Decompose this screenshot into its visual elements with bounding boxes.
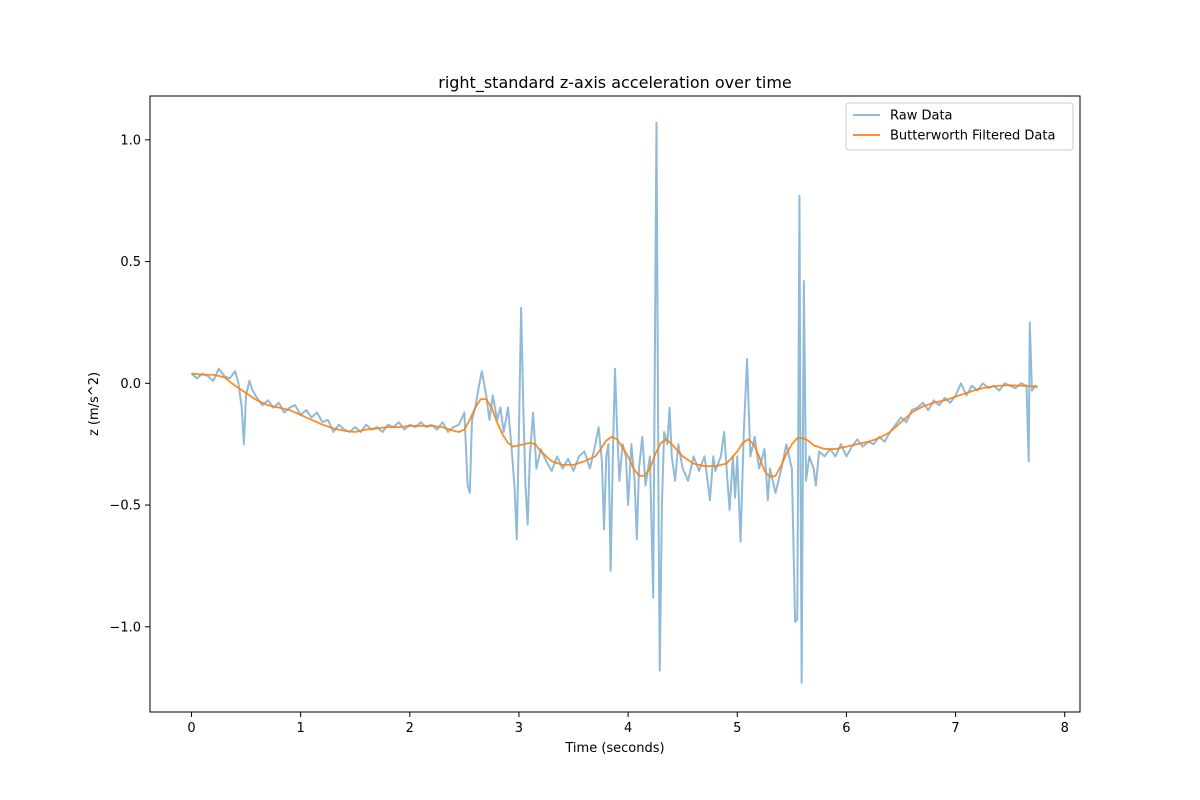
legend-raw-data-label: Raw Data xyxy=(890,109,953,124)
y-tick-label: −1.0 xyxy=(109,620,141,635)
legend-box xyxy=(845,102,1074,151)
x-tick-label: 7 xyxy=(951,721,959,736)
series-layer xyxy=(190,121,1039,684)
plot-area xyxy=(190,121,1039,684)
x-tick-label: 1 xyxy=(296,721,304,736)
y-axis-label: z (m/s^2) xyxy=(87,372,102,436)
y-axis: −1.0 −0.5 0.0 0.5 1.0 xyxy=(109,133,150,635)
y-tick-label: 1.0 xyxy=(120,133,141,148)
chart-title: right_standard z-axis acceleration over … xyxy=(438,73,792,93)
x-tick-label: 0 xyxy=(187,721,195,736)
x-axis: 0 1 2 3 4 5 6 7 8 xyxy=(187,712,1069,736)
legend: Raw Data Butterworth Filtered Data xyxy=(845,102,1074,151)
x-tick-label: 6 xyxy=(842,721,850,736)
raw-data-line xyxy=(190,121,1039,684)
x-tick-label: 5 xyxy=(733,721,741,736)
axes-frame xyxy=(149,95,1081,713)
y-tick-label: 0.0 xyxy=(120,377,141,392)
y-tick-label: 0.5 xyxy=(120,255,141,270)
legend-filtered-data-label: Butterworth Filtered Data xyxy=(890,129,1055,144)
y-tick-label: −0.5 xyxy=(109,499,141,514)
x-tick-label: 2 xyxy=(406,721,414,736)
x-axis-label: Time (seconds) xyxy=(564,741,664,756)
x-tick-label: 8 xyxy=(1061,721,1069,736)
x-tick-label: 4 xyxy=(624,721,632,736)
x-tick-label: 3 xyxy=(515,721,523,736)
butterworth-filtered-line xyxy=(191,372,1038,478)
